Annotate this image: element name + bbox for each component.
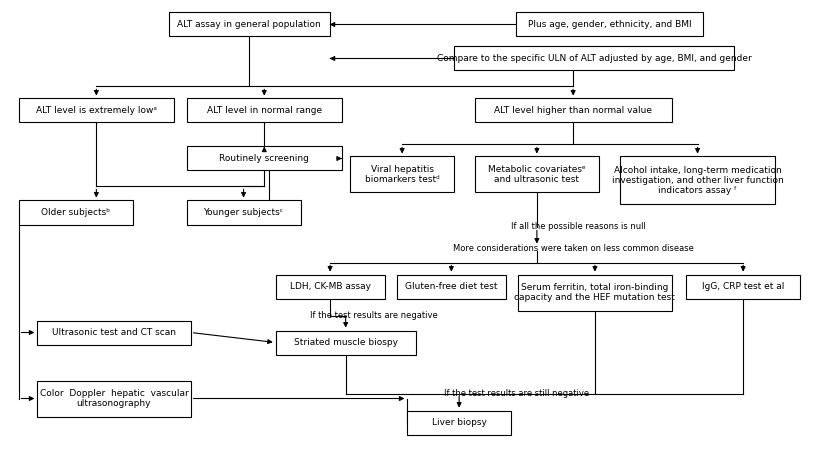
- FancyBboxPatch shape: [351, 157, 454, 193]
- FancyBboxPatch shape: [186, 146, 342, 171]
- FancyBboxPatch shape: [19, 98, 174, 123]
- FancyBboxPatch shape: [19, 201, 133, 224]
- Text: ALT assay in general population: ALT assay in general population: [177, 20, 321, 29]
- FancyBboxPatch shape: [397, 274, 506, 299]
- Text: LDH, CK-MB assay: LDH, CK-MB assay: [290, 282, 370, 291]
- Text: Liver biopsy: Liver biopsy: [431, 418, 487, 427]
- Text: Striated muscle biospy: Striated muscle biospy: [294, 338, 398, 347]
- Text: Ultrasonic test and CT scan: Ultrasonic test and CT scan: [52, 328, 176, 337]
- FancyBboxPatch shape: [686, 274, 800, 299]
- Text: Compare to the specific ULN of ALT adjusted by age, BMI, and gender: Compare to the specific ULN of ALT adjus…: [436, 54, 752, 63]
- FancyBboxPatch shape: [408, 410, 511, 435]
- FancyBboxPatch shape: [276, 274, 384, 299]
- FancyBboxPatch shape: [186, 98, 342, 123]
- FancyBboxPatch shape: [276, 330, 416, 355]
- FancyBboxPatch shape: [169, 13, 329, 36]
- FancyBboxPatch shape: [186, 201, 300, 224]
- Text: Metabolic covariatesᵉ
and ultrasonic test: Metabolic covariatesᵉ and ultrasonic tes…: [488, 165, 586, 184]
- Text: ALT level is extremely lowᵃ: ALT level is extremely lowᵃ: [35, 106, 157, 115]
- Text: Plus age, gender, ethnicity, and BMI: Plus age, gender, ethnicity, and BMI: [528, 20, 691, 29]
- Text: Color  Doppler  hepatic  vascular
ultrasonography: Color Doppler hepatic vascular ultrasono…: [40, 389, 188, 408]
- Text: ALT level higher than normal value: ALT level higher than normal value: [494, 106, 653, 115]
- Text: ALT level in normal range: ALT level in normal range: [207, 106, 322, 115]
- Text: Gluten-free diet test: Gluten-free diet test: [405, 282, 497, 291]
- FancyBboxPatch shape: [620, 157, 776, 204]
- Text: If the test results are negative: If the test results are negative: [309, 311, 437, 320]
- Text: Viral hepatitis
biomarkers testᵈ: Viral hepatitis biomarkers testᵈ: [365, 165, 440, 184]
- FancyBboxPatch shape: [516, 13, 703, 36]
- Text: Older subjectsᵇ: Older subjectsᵇ: [41, 208, 111, 217]
- Text: Alcohol intake, long-term medication
investigation, and other liver function
ind: Alcohol intake, long-term medication inv…: [611, 166, 784, 195]
- FancyBboxPatch shape: [454, 47, 733, 70]
- FancyBboxPatch shape: [474, 98, 672, 123]
- Text: More considerations were taken on less common disease: More considerations were taken on less c…: [453, 244, 694, 253]
- FancyBboxPatch shape: [37, 380, 191, 417]
- Text: If all the possible reasons is null: If all the possible reasons is null: [511, 222, 646, 231]
- FancyBboxPatch shape: [37, 321, 191, 344]
- Text: Younger subjectsᶜ: Younger subjectsᶜ: [204, 208, 284, 217]
- FancyBboxPatch shape: [474, 157, 599, 193]
- Text: If the test results are still negative: If the test results are still negative: [444, 389, 589, 398]
- Text: Serum ferritin, total iron-binding
capacity and the HEF mutation test: Serum ferritin, total iron-binding capac…: [515, 283, 676, 302]
- Text: Routinely screening: Routinely screening: [219, 154, 309, 163]
- FancyBboxPatch shape: [518, 274, 672, 311]
- Text: IgG, CRP test et al: IgG, CRP test et al: [702, 282, 785, 291]
